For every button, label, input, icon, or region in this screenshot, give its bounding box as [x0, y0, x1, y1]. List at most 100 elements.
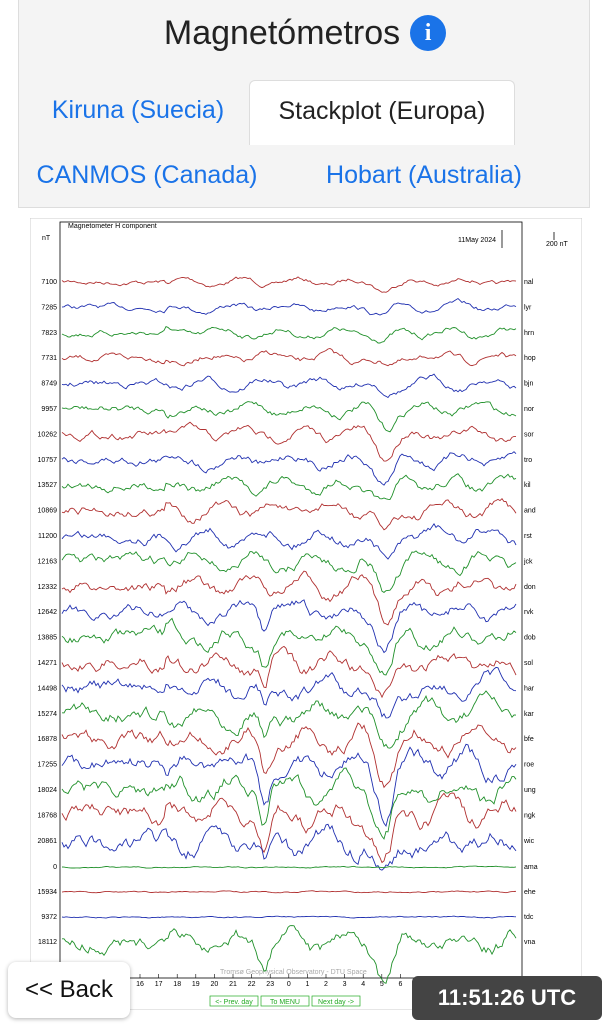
hour-label: 0	[287, 981, 291, 988]
baseline-label: 11200	[38, 533, 57, 540]
station-label: dob	[524, 635, 536, 642]
date: 11May 2024	[458, 237, 496, 244]
station-label: kar	[524, 711, 534, 718]
hour-label: 19	[192, 981, 200, 988]
nav-button-label: Next day ->	[318, 999, 354, 1006]
hour-label: 23	[266, 981, 274, 988]
baseline-label: 12642	[38, 609, 58, 616]
tab[interactable]: Kiruna (Suecia)	[51, 96, 225, 124]
station-label: rst	[524, 533, 532, 540]
station-label: wic	[523, 838, 535, 845]
nav-button[interactable]	[311, 995, 361, 1007]
header: Magnetómetros i Kiruna (Suecia) Stackplot…	[18, 0, 590, 208]
baseline-label: 7731	[41, 355, 57, 362]
nav-button-label: To MENU	[270, 999, 300, 1006]
baseline-label: 7823	[41, 330, 57, 337]
trace	[61, 451, 517, 486]
hour-label: 22	[248, 981, 256, 988]
trace	[61, 276, 517, 293]
baseline-label: 13885	[38, 635, 58, 642]
hour-label: 1	[305, 981, 309, 988]
trace	[61, 550, 517, 593]
trace	[61, 348, 517, 367]
scale: 200 nT	[546, 241, 569, 248]
trace	[61, 792, 517, 864]
trace	[61, 326, 517, 344]
plot-title: Magnetometer H component	[68, 223, 157, 230]
nav-button[interactable]	[260, 995, 310, 1007]
baseline-label: 10869	[38, 508, 58, 515]
baseline-label: 0	[53, 864, 57, 871]
hour-label: 21	[229, 981, 237, 988]
baseline-label: 9957	[41, 406, 57, 413]
trace	[61, 617, 517, 676]
plot-border	[30, 218, 582, 1010]
station-label: and	[524, 508, 536, 515]
info-button[interactable]: i	[410, 15, 447, 52]
trace	[62, 925, 517, 984]
trace	[61, 297, 517, 316]
nav-buttons: <- Prev. day To MENU Next day ->	[209, 995, 361, 1007]
station-label: ama	[524, 864, 538, 871]
baseline-label: 17255	[38, 762, 58, 769]
baseline-label: 18024	[38, 787, 58, 794]
station-label: sor	[524, 431, 534, 438]
baseline-label: 15934	[38, 889, 58, 896]
trace	[61, 523, 517, 560]
baseline-label: 16878	[38, 736, 58, 743]
station-label: ung	[524, 787, 536, 794]
stackplot: Magnetometer H component nT 11May 2024 2…	[30, 218, 582, 1010]
station-label: har	[524, 685, 535, 692]
hour-label: 2	[324, 981, 328, 988]
hour-label: 5	[380, 981, 384, 988]
trace	[61, 865, 517, 869]
trace	[61, 599, 517, 654]
tab-active[interactable]: Stackplot (Europa)	[249, 80, 515, 145]
baseline-label: 12332	[38, 584, 58, 591]
hour-label: 16	[136, 981, 144, 988]
trace	[61, 823, 517, 871]
baseline-label: 12163	[38, 558, 58, 565]
trace	[61, 767, 517, 840]
nav-button[interactable]	[209, 995, 259, 1007]
hour-label: 17	[155, 981, 163, 988]
trace	[61, 570, 517, 626]
tab[interactable]: Hobart (Australia)	[326, 161, 522, 189]
trace	[61, 645, 517, 699]
station-label: jck	[523, 558, 533, 565]
trace	[61, 915, 517, 919]
trace	[61, 421, 517, 462]
baseline-label: 7285	[41, 304, 57, 311]
station-label: hrn	[524, 330, 534, 337]
baseline-label: 9372	[41, 914, 57, 921]
title: Magnetómetros	[163, 14, 401, 53]
station-label: roe	[524, 762, 534, 769]
station-label: hop	[524, 355, 536, 362]
baseline-label: 20861	[38, 838, 58, 845]
station-label: tdc	[524, 914, 534, 921]
station-label: kil	[524, 482, 531, 489]
station-label: sol	[524, 660, 533, 667]
trace	[61, 890, 517, 894]
trace	[61, 666, 517, 719]
baseline-label: 13527	[38, 482, 58, 489]
station-label: rvk	[524, 609, 534, 616]
plot-frame	[59, 221, 523, 979]
hour-label: 20	[211, 981, 219, 988]
trace	[61, 401, 517, 433]
station-label: vna	[524, 939, 535, 946]
baseline-label: 10262	[38, 431, 58, 438]
trace	[61, 498, 517, 531]
baseline-label: 7100	[41, 279, 57, 286]
nav-button-label: <- Prev. day	[215, 999, 253, 1006]
back-button[interactable]: << Back	[8, 962, 130, 1018]
baseline-label: 10757	[38, 457, 58, 464]
tab[interactable]: CANMOS (Canada)	[36, 161, 258, 189]
trace	[61, 473, 517, 500]
hour-label: 3	[343, 981, 347, 988]
hour-label: 6	[398, 981, 402, 988]
baseline-label: 18768	[38, 812, 58, 819]
station-label: tro	[524, 457, 532, 464]
trace	[61, 690, 517, 749]
unit: nT	[42, 235, 51, 242]
